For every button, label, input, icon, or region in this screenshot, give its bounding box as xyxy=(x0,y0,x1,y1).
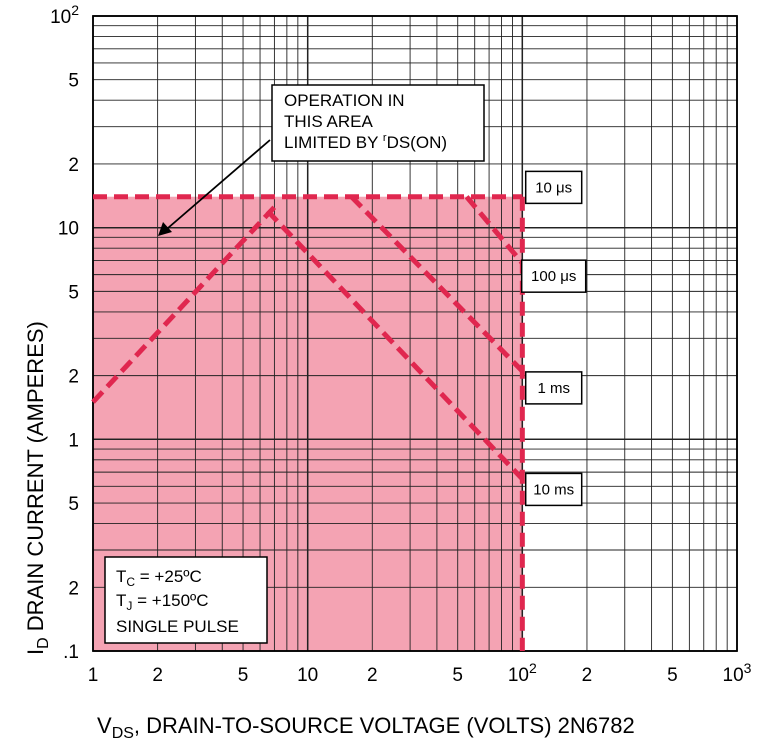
pulse-label-box xyxy=(520,259,587,293)
boundary-line-rds_on xyxy=(91,205,277,404)
rds-annotation-box xyxy=(271,84,485,162)
pulse-labels-layer: 10 μs 100 μs 1 ms 10 ms xyxy=(520,170,587,507)
pulse-label: 10 μs xyxy=(524,170,583,205)
x-axis-title: VDS, DRAIN-TO-SOURCE VOLTAGE (VOLTS) 2N6… xyxy=(97,713,635,742)
rds-annotation-line1: OPERATION IN xyxy=(284,91,405,110)
rds-annotation-arrow xyxy=(167,139,271,229)
x-tick-label: 103 xyxy=(723,660,752,686)
y-tick-label: .1 xyxy=(63,642,79,663)
pulse-label: 100 μs xyxy=(520,259,587,293)
x-tick-label: 2 xyxy=(152,665,163,686)
y-axis-title: ID DRAIN CURRENT (AMPERES) xyxy=(23,321,52,655)
pulse-label-box xyxy=(524,170,583,205)
x-tick-label: 2 xyxy=(367,665,378,686)
pulse-label-text: 10 μs xyxy=(535,179,572,196)
single-pulse-condition: SINGLE PULSE xyxy=(116,617,239,636)
x-tick-label: 1 xyxy=(88,665,99,686)
pulse-label: 10 ms xyxy=(524,472,583,507)
x-tick-label: 5 xyxy=(452,665,463,686)
pulse-label-text: 100 μs xyxy=(531,268,576,285)
y-tick-label: 2 xyxy=(68,367,79,388)
rds-annotation-line3: LIMITED BY rDS(ON) xyxy=(284,132,447,152)
tj-condition: TJ = +150ºC xyxy=(116,591,209,613)
conditions-box xyxy=(104,556,268,644)
pulse-label-box xyxy=(524,371,583,405)
x-tick-label: 2 xyxy=(582,665,593,686)
x-tick-label: 102 xyxy=(508,660,537,686)
rds-annotation-line2: THIS AREA xyxy=(284,112,373,131)
pulse-label-box xyxy=(524,472,583,507)
tc-condition: TC = +25ºC xyxy=(116,567,202,589)
y-tick-label: 10 xyxy=(58,219,79,240)
annotation-layer: OPERATION IN THIS AREA LIMITED BY rDS(ON… xyxy=(104,84,485,644)
x-tick-label: 5 xyxy=(667,665,678,686)
pulse-label-text: 1 ms xyxy=(537,380,570,397)
plot-frame xyxy=(92,15,738,652)
y-tick-label: 1 xyxy=(68,430,79,451)
y-tick-label: 102 xyxy=(50,2,79,28)
pulse-label-text: 10 ms xyxy=(533,481,574,498)
boundary-line-100us xyxy=(464,195,525,265)
rds-annotation-arrowhead xyxy=(158,222,172,236)
pulse-label: 1 ms xyxy=(524,371,583,405)
x-tick-label: 5 xyxy=(238,665,249,686)
y-tick-label: 2 xyxy=(68,578,79,599)
y-tick-label: 5 xyxy=(68,494,79,515)
y-tick-label: 5 xyxy=(68,282,79,303)
y-tick-label: 2 xyxy=(68,155,79,176)
y-tick-label: 5 xyxy=(68,71,79,92)
x-tick-label: 10 xyxy=(297,665,318,686)
